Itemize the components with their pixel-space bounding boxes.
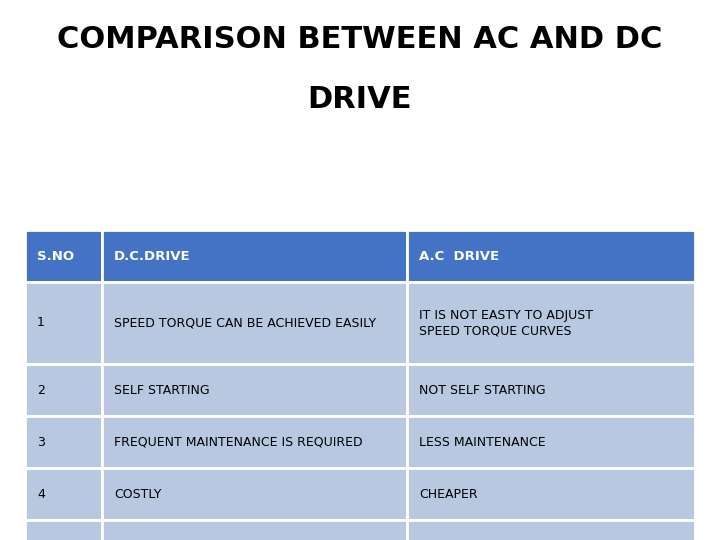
Text: COSTLY: COSTLY (114, 488, 161, 501)
Text: SELF STARTING: SELF STARTING (114, 383, 210, 396)
Text: NOT SELF STARTING: NOT SELF STARTING (419, 383, 546, 396)
FancyBboxPatch shape (102, 282, 407, 364)
Text: CHEAPER: CHEAPER (419, 488, 477, 501)
Text: S.NO: S.NO (37, 249, 74, 262)
FancyBboxPatch shape (25, 364, 102, 416)
FancyBboxPatch shape (102, 416, 407, 468)
Text: A.C  DRIVE: A.C DRIVE (419, 249, 499, 262)
FancyBboxPatch shape (25, 230, 102, 282)
Text: FREQUENT MAINTENANCE IS REQUIRED: FREQUENT MAINTENANCE IS REQUIRED (114, 435, 363, 449)
Text: 1: 1 (37, 316, 45, 329)
FancyBboxPatch shape (25, 282, 102, 364)
Text: SPEED TORQUE CAN BE ACHIEVED EASILY: SPEED TORQUE CAN BE ACHIEVED EASILY (114, 316, 376, 329)
FancyBboxPatch shape (407, 520, 695, 540)
FancyBboxPatch shape (407, 468, 695, 520)
FancyBboxPatch shape (407, 230, 695, 282)
Text: 4: 4 (37, 488, 45, 501)
Text: LESS MAINTENANCE: LESS MAINTENANCE (419, 435, 546, 449)
FancyBboxPatch shape (407, 416, 695, 468)
FancyBboxPatch shape (25, 416, 102, 468)
Text: 2: 2 (37, 383, 45, 396)
FancyBboxPatch shape (102, 230, 407, 282)
Text: COMPARISON BETWEEN AC AND DC: COMPARISON BETWEEN AC AND DC (58, 25, 662, 54)
FancyBboxPatch shape (407, 282, 695, 364)
FancyBboxPatch shape (407, 364, 695, 416)
Text: DRIVE: DRIVE (307, 85, 413, 114)
Text: IT IS NOT EASTY TO ADJUST
SPEED TORQUE CURVES: IT IS NOT EASTY TO ADJUST SPEED TORQUE C… (419, 308, 593, 338)
FancyBboxPatch shape (102, 520, 407, 540)
FancyBboxPatch shape (25, 468, 102, 520)
FancyBboxPatch shape (102, 364, 407, 416)
Text: 3: 3 (37, 435, 45, 449)
Text: D.C.DRIVE: D.C.DRIVE (114, 249, 191, 262)
FancyBboxPatch shape (102, 468, 407, 520)
FancyBboxPatch shape (25, 520, 102, 540)
